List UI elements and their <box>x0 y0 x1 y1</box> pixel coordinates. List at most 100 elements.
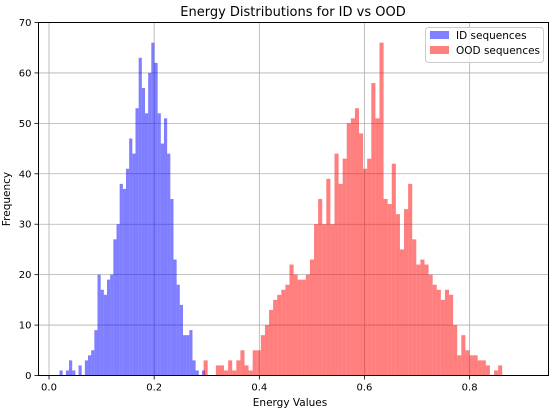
ood-bar <box>469 355 474 376</box>
ood-bar <box>240 350 245 376</box>
id-bar <box>91 350 95 376</box>
y-axis-ticks: 0 10 20 30 40 50 60 70 <box>19 18 39 382</box>
ood-bar <box>346 123 351 376</box>
ood-bar <box>379 42 384 376</box>
id-bar <box>125 168 130 376</box>
plot-frame <box>38 22 549 376</box>
id-bar <box>97 274 101 376</box>
id-bar <box>151 42 155 376</box>
ood-bar <box>236 360 241 376</box>
chart-title: Energy Distributions for ID vs OOD <box>180 5 405 20</box>
id-bar <box>113 239 117 376</box>
ood-bar <box>424 264 429 376</box>
id-bar <box>69 360 73 376</box>
ood-bar <box>301 279 306 376</box>
id-bar <box>167 153 171 376</box>
ood-bar <box>395 214 400 376</box>
legend: ID sequences OOD sequences <box>425 27 544 63</box>
ood-bar <box>412 239 417 376</box>
ood-bar <box>383 199 388 376</box>
id-bar <box>88 355 92 376</box>
id-bar <box>135 108 139 376</box>
id-bar <box>195 370 199 376</box>
ood-bar <box>453 325 458 376</box>
id-bar <box>138 57 142 376</box>
id-bar <box>141 88 145 376</box>
ood-bar <box>318 199 323 376</box>
ood-bar <box>432 284 437 376</box>
y-tick-label: 0 <box>25 371 31 382</box>
ood-bar <box>338 183 343 376</box>
ood-bar <box>444 289 450 376</box>
id-bar <box>78 365 82 376</box>
id-bar <box>160 143 164 376</box>
ood-bar <box>498 365 503 376</box>
ood-bar <box>477 360 482 376</box>
ood-bar <box>367 158 372 376</box>
id-bar <box>163 118 168 376</box>
ood-bar <box>305 274 310 376</box>
id-bar <box>110 274 114 376</box>
ood-bar <box>219 365 225 376</box>
id-bar <box>107 279 111 376</box>
ood-bar <box>273 299 278 376</box>
id-bar <box>201 370 206 376</box>
ood-bar <box>440 299 445 376</box>
y-tick-label: 50 <box>19 119 32 130</box>
ood-bar <box>248 370 253 376</box>
ood-bar <box>281 289 286 376</box>
ood-bar <box>314 224 319 376</box>
id-bar <box>189 330 193 376</box>
ood-bar <box>481 360 486 376</box>
id-bar <box>100 289 104 376</box>
ood-bar <box>485 365 490 376</box>
ood-bar <box>399 249 405 376</box>
id-bar <box>154 62 158 376</box>
id-bar <box>176 284 180 376</box>
id-bar <box>182 335 187 376</box>
ood-bar <box>232 370 237 376</box>
id-bar <box>65 370 70 376</box>
id-bar <box>122 188 126 376</box>
id-bar <box>170 199 174 376</box>
ood-bar <box>334 153 339 376</box>
ood-bar <box>404 209 409 376</box>
ood-bar <box>264 325 270 376</box>
id-bars <box>59 42 206 376</box>
ood-bar <box>457 355 462 376</box>
ood-bars <box>203 42 503 376</box>
ood-bar <box>293 274 298 376</box>
ood-bar <box>277 294 282 376</box>
id-bar <box>179 304 183 376</box>
id-bar <box>94 330 98 376</box>
ood-bar <box>322 224 327 376</box>
x-tick-label: 0.6 <box>357 383 373 394</box>
legend-box <box>425 27 544 63</box>
ood-bar <box>436 289 441 376</box>
legend-swatch-ood <box>430 46 449 54</box>
y-tick-label: 10 <box>19 321 32 332</box>
ood-bar <box>326 178 331 376</box>
ood-bar <box>342 158 347 376</box>
ood-bar <box>215 365 220 376</box>
ood-bar <box>297 279 302 376</box>
id-bar <box>132 153 136 376</box>
ood-bar <box>465 350 470 376</box>
ood-bar <box>371 83 376 376</box>
ood-bar <box>269 309 274 376</box>
ood-bar <box>354 108 360 376</box>
id-bar <box>72 370 76 376</box>
ood-bar <box>285 284 290 376</box>
x-tick-label: 0.4 <box>251 383 267 394</box>
ood-bar <box>203 360 208 376</box>
legend-label-id: ID sequences <box>456 30 527 42</box>
id-bar <box>157 113 161 376</box>
id-bar <box>148 72 152 376</box>
ood-bar <box>330 224 335 376</box>
id-bar <box>103 294 108 376</box>
id-bar <box>84 360 89 376</box>
ood-bar <box>252 350 257 376</box>
x-tick-label: 0.8 <box>462 383 478 394</box>
y-tick-label: 70 <box>19 18 32 29</box>
